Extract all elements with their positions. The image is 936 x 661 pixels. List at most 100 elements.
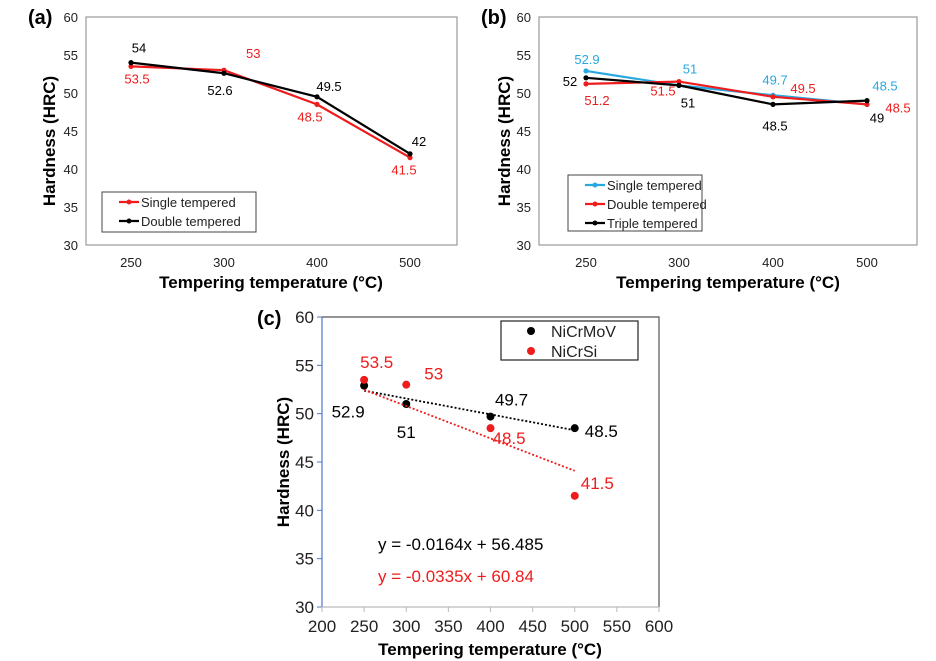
x-tick-label: 200	[308, 617, 336, 636]
x-tick-label: 250	[575, 255, 597, 270]
data-label: 53	[424, 365, 443, 384]
panel-label: (b)	[481, 7, 507, 29]
legend-label: Single tempered	[607, 178, 702, 193]
legend-marker	[592, 201, 598, 207]
y-tick-label: 40	[295, 501, 314, 520]
data-label: 49	[870, 111, 884, 126]
data-point	[407, 151, 413, 157]
x-tick-label: 500	[561, 617, 589, 636]
y-tick-label: 60	[517, 10, 531, 25]
y-tick-label: 60	[295, 308, 314, 327]
y-tick-label: 45	[295, 453, 314, 472]
x-tick-label: 300	[213, 255, 235, 270]
x-tick-label: 400	[476, 617, 504, 636]
data-point	[770, 94, 776, 100]
y-tick-label: 30	[295, 598, 314, 617]
data-point	[570, 491, 579, 500]
trendline	[363, 389, 575, 432]
x-tick-label: 350	[434, 617, 462, 636]
y-tick-label: 55	[64, 48, 78, 63]
series-line-double-tempered	[130, 61, 411, 155]
legend-box	[101, 191, 257, 233]
series-line-single-tempered	[585, 69, 868, 106]
legend: Single tempered Double tempered Triple tem…	[567, 174, 707, 232]
data-label: 51	[683, 61, 697, 76]
data-point	[314, 101, 320, 107]
y-tick-label: 35	[295, 550, 314, 569]
data-label: 48.5	[585, 422, 618, 441]
legend-label: Double tempered	[607, 197, 707, 212]
x-tick-label: 300	[392, 617, 420, 636]
x-tick-label: 500	[856, 255, 878, 270]
x-tick-label: 550	[603, 617, 631, 636]
y-tick-label: 30	[64, 238, 78, 253]
data-point	[486, 412, 495, 421]
data-label: 42	[412, 134, 426, 149]
data-point	[221, 70, 227, 76]
x-tick-label: 300	[668, 255, 690, 270]
data-label: 49.5	[316, 79, 341, 94]
legend-marker	[527, 347, 535, 355]
data-point	[402, 400, 411, 408]
data-point	[360, 375, 369, 384]
y-tick-label: 55	[517, 48, 531, 63]
data-label: 41.5	[391, 163, 416, 178]
data-point	[128, 63, 134, 69]
legend-label: NiCrMoV	[551, 324, 616, 341]
y-tick-label: 45	[517, 124, 531, 139]
x-tick-label: 600	[645, 617, 673, 636]
data-label: 48.5	[762, 118, 787, 133]
data-point	[676, 79, 682, 85]
data-point	[314, 94, 320, 100]
data-label: 51	[681, 95, 695, 110]
y-tick-label: 60	[64, 10, 78, 25]
y-tick-label: 55	[295, 356, 314, 375]
data-label: 52	[563, 74, 577, 89]
legend-marker	[592, 220, 598, 226]
legend: Single tempered Double tempered	[101, 191, 257, 233]
data-point	[864, 101, 870, 107]
x-tick-label: 250	[350, 617, 378, 636]
legend-marker	[126, 199, 132, 205]
data-label: 52.6	[207, 83, 232, 98]
y-axis-title: Hardness (HRC)	[495, 76, 514, 206]
legend-marker	[126, 218, 132, 224]
data-point	[360, 381, 369, 390]
data-label: 41.5	[581, 474, 614, 493]
data-label: 53.5	[360, 353, 393, 372]
data-label: 54	[132, 41, 146, 56]
series-line-double-tempered	[585, 80, 868, 106]
data-label: 52.9	[574, 52, 599, 67]
y-tick-label: 35	[64, 200, 78, 215]
legend: NiCrMoV NiCrSi	[500, 320, 639, 361]
y-tick-label: 50	[64, 86, 78, 101]
legend-box	[500, 320, 639, 361]
panel-c: (c) 30 35 40 45 50 55 60 200 250 300 350 400 450 500 55…	[257, 308, 673, 659]
trendline-equation: y = -0.0335x + 60.84	[378, 567, 534, 586]
plot-frame	[538, 16, 918, 246]
y-tick-label: 35	[517, 200, 531, 215]
x-tick-label: 400	[306, 255, 328, 270]
legend-label: NiCrSi	[551, 344, 597, 361]
legend-label: Triple tempered	[607, 216, 698, 231]
data-point	[402, 380, 411, 389]
trendline	[363, 388, 576, 472]
data-point	[486, 424, 495, 433]
y-tick-label: 45	[64, 124, 78, 139]
data-label: 51	[397, 423, 416, 442]
legend-marker	[592, 182, 598, 188]
data-point	[407, 155, 413, 161]
data-point	[583, 81, 589, 87]
series-line-triple-tempered	[585, 76, 868, 106]
data-point	[128, 60, 134, 66]
data-label: 51.5	[650, 84, 675, 99]
trendline-equation: y = -0.0164x + 56.485	[378, 535, 543, 554]
panel-label: (a)	[28, 7, 52, 29]
x-tick-label: 400	[762, 255, 784, 270]
data-point	[583, 68, 589, 74]
legend-label: Double tempered	[141, 214, 241, 229]
panel-b: (b) 30 35 40 45 50 55 60 250 300 400 500 Tempering t…	[481, 7, 918, 292]
x-axis-title: Tempering temperature (°C)	[378, 640, 602, 659]
data-label: 53.5	[124, 71, 149, 86]
